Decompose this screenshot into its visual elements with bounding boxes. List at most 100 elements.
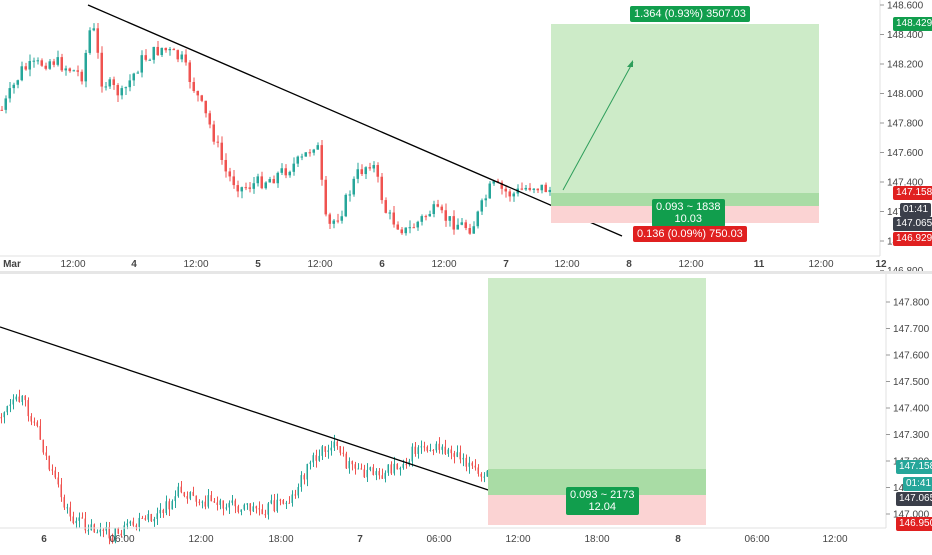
candle-body bbox=[28, 61, 31, 70]
candle-body bbox=[114, 528, 116, 542]
candle-body bbox=[228, 502, 230, 508]
price-tick-label: 147.700 bbox=[893, 324, 930, 335]
candle-body bbox=[84, 52, 87, 82]
candle-body bbox=[504, 188, 507, 192]
candle-body bbox=[356, 169, 359, 179]
candle-body bbox=[276, 499, 278, 512]
bottom-risk-ratio-label: 0.093 ~ 2173 12.04 bbox=[566, 487, 639, 515]
candle-body bbox=[165, 501, 167, 514]
candle-body bbox=[369, 467, 371, 470]
candle-body bbox=[432, 450, 434, 452]
top-chart-canvas[interactable]: 148.600 148.400 148.200 148.000 147.800 147.6… bbox=[0, 0, 932, 277]
candle-body bbox=[80, 71, 83, 82]
top-chart-panel[interactable]: 148.600 148.400 148.200 148.000 147.800 147.6… bbox=[0, 0, 932, 277]
candle-body bbox=[500, 182, 503, 189]
top-profit-zone[interactable] bbox=[551, 24, 819, 206]
candle-body bbox=[33, 421, 35, 423]
top-target-price-tag: 148.429 bbox=[893, 17, 932, 31]
candle-body bbox=[45, 452, 47, 456]
candle-body bbox=[12, 84, 15, 89]
top-time-axis[interactable]: Mar 12:00 4 12:00 5 12:00 6 12:00 7 12:00 8 12:00 11… bbox=[3, 259, 887, 270]
candle-body bbox=[52, 61, 55, 65]
bottom-time-axis[interactable]: 6 06:00 12:00 18:00 7 06:00 12:00 18:00 8 06:00 12… bbox=[41, 534, 848, 545]
candle-body bbox=[316, 145, 319, 150]
candle-body bbox=[148, 59, 151, 61]
candle-body bbox=[344, 194, 347, 217]
candle-body bbox=[306, 463, 308, 480]
candle-body bbox=[3, 412, 5, 418]
top-trendline[interactable] bbox=[87, 4, 623, 237]
candle-body bbox=[18, 396, 20, 402]
candle-body bbox=[468, 462, 470, 467]
candle-body bbox=[184, 54, 187, 63]
top-stop-price-tag: 146.929 bbox=[893, 232, 932, 246]
time-tick-label: 4 bbox=[131, 259, 137, 270]
candle-body bbox=[312, 149, 315, 153]
candle-body bbox=[366, 469, 368, 478]
panel-divider[interactable] bbox=[0, 271, 932, 274]
bottom-countdown-tag: 01:41 bbox=[903, 477, 932, 491]
candle-body bbox=[116, 85, 119, 96]
candle-body bbox=[270, 500, 272, 504]
candle-body bbox=[8, 88, 11, 99]
candle-body bbox=[87, 530, 89, 532]
candle-body bbox=[228, 171, 231, 177]
bottom-chart-panel[interactable]: 147.800 147.700 147.600 147.500 147.400 147.3… bbox=[0, 274, 932, 550]
candle-body bbox=[208, 113, 211, 125]
candle-body bbox=[64, 68, 67, 71]
bottom-risk-ratio-line1: 0.093 ~ 2173 bbox=[570, 489, 635, 501]
candle-body bbox=[192, 82, 195, 92]
candle-body bbox=[339, 446, 341, 453]
candle-body bbox=[282, 500, 284, 504]
candle-body bbox=[48, 455, 50, 470]
candle-body bbox=[195, 495, 197, 502]
candle-body bbox=[100, 52, 103, 87]
time-tick-label: 12:00 bbox=[60, 259, 85, 270]
top-arrow-head bbox=[627, 60, 633, 67]
candle-body bbox=[183, 492, 185, 497]
time-tick-label: 11 bbox=[754, 259, 765, 270]
candle-body bbox=[96, 28, 99, 53]
candle-body bbox=[240, 187, 243, 192]
top-candles bbox=[0, 22, 551, 236]
bottom-chart-canvas[interactable]: 147.800 147.700 147.600 147.500 147.400 147.3… bbox=[0, 274, 932, 550]
candle-body bbox=[400, 229, 403, 234]
candle-body bbox=[180, 54, 183, 60]
bottom-risk-ratio-line2: 12.04 bbox=[588, 501, 617, 513]
candle-body bbox=[304, 152, 307, 157]
candle-body bbox=[336, 441, 338, 447]
time-tick-label: Mar bbox=[3, 259, 21, 270]
candle-body bbox=[456, 224, 459, 230]
time-tick-label: 8 bbox=[626, 259, 632, 270]
candle-body bbox=[200, 95, 203, 101]
candle-body bbox=[140, 55, 143, 73]
candle-body bbox=[220, 142, 223, 160]
candle-body bbox=[57, 477, 59, 485]
candle-body bbox=[180, 486, 182, 493]
candle-body bbox=[224, 159, 227, 172]
candle-body bbox=[300, 156, 303, 158]
candle-body bbox=[60, 484, 62, 498]
candle-body bbox=[117, 528, 119, 534]
bottom-profit-zone[interactable] bbox=[488, 278, 706, 495]
candle-body bbox=[452, 216, 455, 230]
candle-body bbox=[264, 182, 267, 189]
candle-body bbox=[330, 447, 332, 451]
candle-body bbox=[44, 65, 47, 69]
candle-body bbox=[294, 494, 296, 496]
candle-body bbox=[9, 404, 11, 407]
candle-body bbox=[387, 464, 389, 473]
candle-body bbox=[20, 66, 23, 81]
candle-body bbox=[6, 406, 8, 413]
candle-body bbox=[246, 503, 248, 505]
candle-body bbox=[60, 57, 63, 71]
price-tick-label: 147.000 bbox=[893, 510, 930, 521]
price-tick-label: 147.800 bbox=[893, 298, 930, 309]
candle-body bbox=[111, 538, 113, 542]
candle-body bbox=[196, 91, 199, 96]
time-tick-label: 18:00 bbox=[268, 534, 293, 545]
candle-body bbox=[56, 57, 59, 65]
candle-body bbox=[156, 46, 159, 56]
candle-body bbox=[375, 471, 377, 476]
candle-body bbox=[276, 172, 279, 184]
